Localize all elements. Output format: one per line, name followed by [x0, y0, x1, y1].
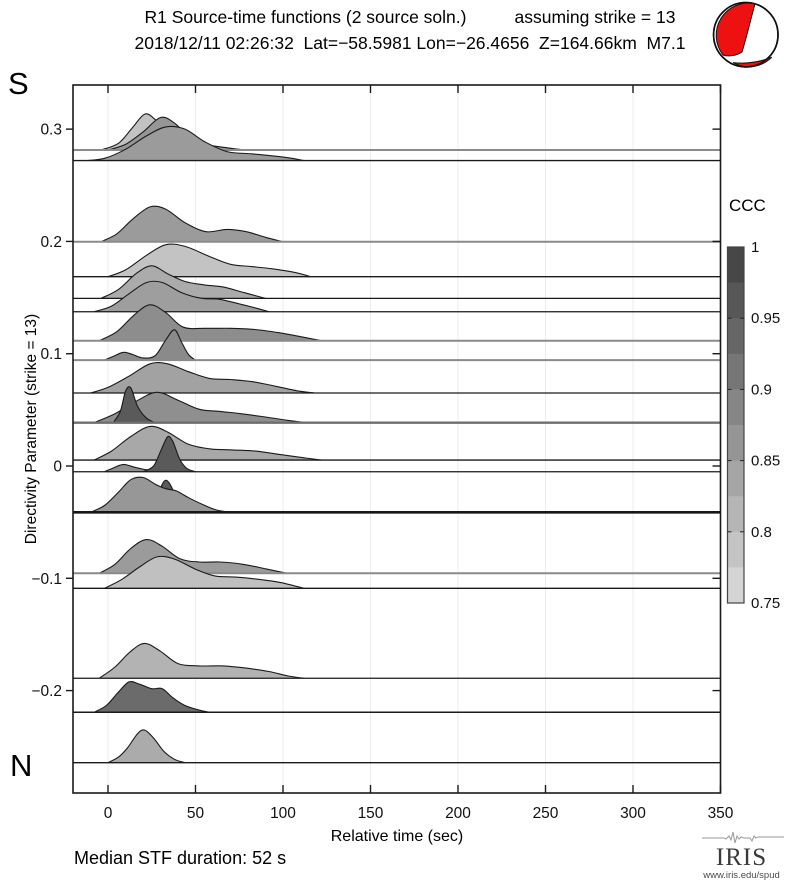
- stf-fill: [101, 206, 283, 242]
- colorbar-tick-label: 0.95: [751, 310, 780, 327]
- colorbar-tick-label: 0.8: [751, 524, 772, 541]
- stf-outline: [112, 386, 156, 424]
- x-axis-label: Relative time (sec): [330, 828, 464, 845]
- x-tick-label: 300: [620, 805, 646, 822]
- colorbar-segment: [727, 460, 744, 497]
- colorbar-segment: [727, 567, 744, 604]
- x-tick-label: 350: [708, 805, 734, 822]
- stf-outline: [100, 205, 284, 243]
- stf-outline: [90, 476, 231, 513]
- colorbar-tick-label: 0.85: [751, 453, 780, 470]
- beachball-outline: [712, 1, 779, 68]
- focal-mechanism-icon: [712, 1, 779, 68]
- stf-outline: [86, 125, 305, 162]
- colorbar-tick-label: 0.9: [751, 381, 772, 398]
- y-tick-label: 0.1: [40, 346, 62, 363]
- stf-outline: [107, 243, 312, 278]
- colorbar-segment: [727, 247, 744, 284]
- colorbar-segment: [727, 282, 744, 319]
- title-left: R1 Source-time functions (2 source soln.…: [144, 7, 467, 27]
- colorbar-segment: [727, 389, 744, 426]
- y-tick-label: 0: [53, 459, 62, 476]
- x-tick-label: 0: [104, 805, 113, 822]
- iris-url: www.iris.edu/spud: [703, 870, 780, 881]
- median-duration-note: Median STF duration: 52 s: [74, 848, 287, 868]
- stf-fill: [90, 477, 231, 513]
- colorbar-segment: [727, 318, 744, 355]
- x-tick-label: 200: [445, 805, 471, 822]
- x-tick-label: 250: [533, 805, 559, 822]
- y-tick-label: 0.3: [40, 122, 62, 139]
- seismogram-icon: [701, 831, 784, 844]
- x-tick-label: 150: [358, 805, 384, 822]
- stf-outline: [99, 304, 322, 342]
- stf-outline: [104, 329, 196, 361]
- stf-fill: [87, 126, 304, 161]
- y-tick-label: −0.2: [31, 683, 62, 700]
- stf-outline: [107, 116, 245, 151]
- stf-fill: [108, 729, 185, 763]
- stf-outline: [142, 435, 196, 473]
- stf-fill: [90, 362, 315, 393]
- colorbar-border: [726, 246, 745, 604]
- colorbar-segment: [727, 425, 744, 462]
- title-right: assuming strike = 13: [514, 7, 676, 27]
- stf-outline: [98, 642, 305, 679]
- iris-logo: IRIS www.iris.edu/spud: [693, 830, 790, 881]
- stf-outline: [93, 681, 210, 713]
- stf-fill: [99, 643, 304, 679]
- x-tick-label: 100: [270, 805, 296, 822]
- stf-fill: [94, 426, 322, 461]
- stf-outline: [104, 555, 305, 589]
- stf-outline: [93, 280, 270, 313]
- iris-wordmark: IRIS: [715, 844, 768, 871]
- stf-fill: [94, 281, 269, 312]
- stf-fill: [113, 386, 156, 423]
- north-label: N: [10, 748, 33, 783]
- stf-fill: [94, 392, 308, 423]
- event-subtitle: 2018/12/11 02:26:32 Lat=−58.5981 Lon=−26…: [134, 33, 686, 53]
- x-tick-label: 50: [187, 805, 205, 822]
- stf-outline: [93, 425, 322, 461]
- stf-outline: [100, 265, 266, 299]
- stf-outline: [90, 362, 315, 394]
- beachball-bottom-lune: [732, 56, 773, 68]
- south-label: S: [8, 66, 29, 101]
- y-axis-label: Directivity Parameter (strike = 13): [23, 313, 40, 545]
- stf-fill: [99, 304, 322, 341]
- stf-outline: [107, 729, 186, 764]
- plot-border: [72, 84, 722, 794]
- stf-fill: [104, 329, 196, 361]
- colorbar-segment: [727, 353, 744, 390]
- stf-fill: [104, 556, 304, 589]
- colorbar-title: CCC: [729, 196, 766, 215]
- page-title: R1 Source-time functions (2 source soln.…: [85, 7, 735, 28]
- stf-outline: [99, 539, 287, 574]
- stf-fill: [94, 681, 210, 713]
- colorbar-segment: [727, 531, 744, 568]
- y-tick-label: 0.2: [40, 234, 62, 251]
- colorbar-tick-label: 0.75: [751, 595, 780, 612]
- y-tick-label: −0.1: [31, 571, 62, 588]
- colorbar-tick-label: 1: [751, 239, 759, 256]
- colorbar-segment: [727, 496, 744, 533]
